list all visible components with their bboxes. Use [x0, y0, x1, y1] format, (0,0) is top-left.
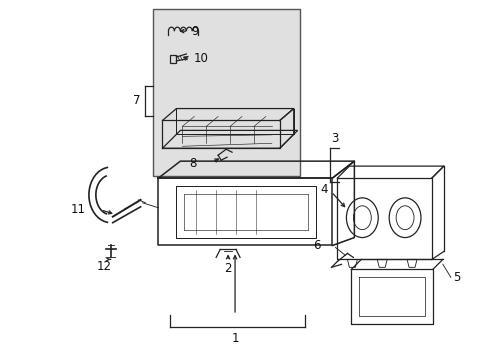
Text: 11: 11: [71, 203, 86, 216]
Text: 9: 9: [191, 24, 199, 38]
Text: 2: 2: [224, 262, 231, 275]
Text: 3: 3: [331, 132, 338, 145]
Text: 4: 4: [319, 184, 327, 197]
Text: 12: 12: [96, 260, 111, 273]
Bar: [152, 9, 299, 176]
Text: 6: 6: [312, 239, 320, 252]
Text: 5: 5: [452, 271, 459, 284]
Text: 7: 7: [133, 94, 141, 107]
Bar: [170, 55, 176, 63]
Text: 8: 8: [188, 157, 196, 170]
Text: 1: 1: [231, 332, 238, 345]
Text: 10: 10: [193, 53, 208, 66]
